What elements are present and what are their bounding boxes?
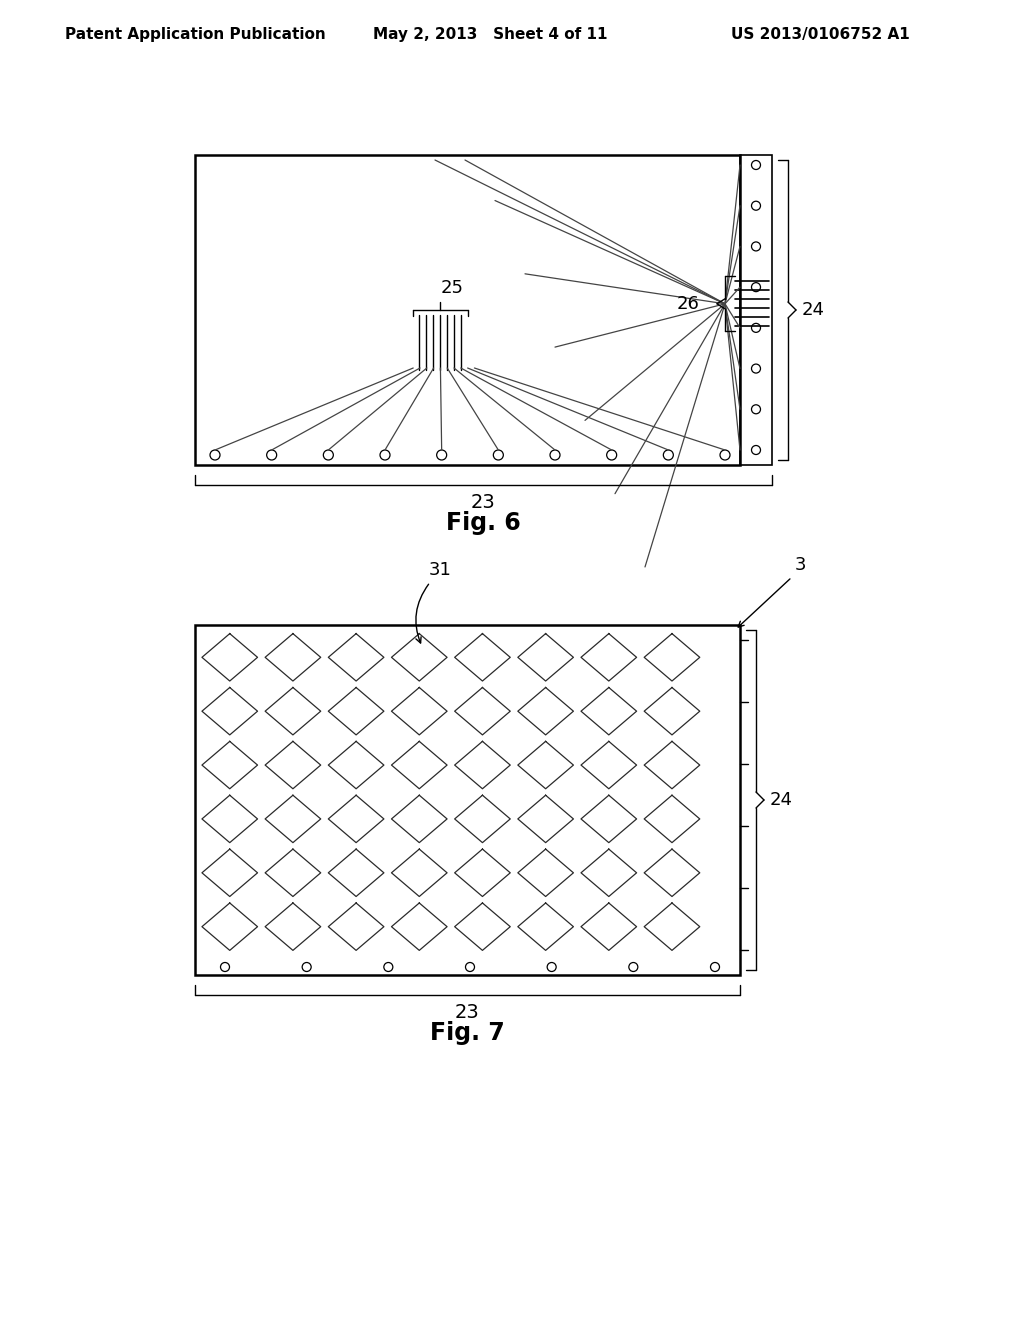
Text: 23: 23 bbox=[455, 1003, 480, 1023]
Text: 3: 3 bbox=[795, 556, 806, 574]
Bar bbox=[740, 154, 772, 465]
Text: 31: 31 bbox=[429, 561, 452, 579]
Bar bbox=[195, 624, 740, 975]
Bar bbox=[195, 154, 740, 465]
Text: 24: 24 bbox=[802, 301, 824, 319]
Text: US 2013/0106752 A1: US 2013/0106752 A1 bbox=[731, 28, 909, 42]
Text: May 2, 2013   Sheet 4 of 11: May 2, 2013 Sheet 4 of 11 bbox=[373, 28, 607, 42]
Text: Fig. 7: Fig. 7 bbox=[430, 1020, 505, 1045]
Text: 24: 24 bbox=[769, 791, 793, 809]
Text: 23: 23 bbox=[471, 494, 496, 512]
Text: Fig. 6: Fig. 6 bbox=[446, 511, 521, 535]
Text: 25: 25 bbox=[440, 279, 464, 297]
Text: 26: 26 bbox=[677, 294, 700, 313]
Text: Patent Application Publication: Patent Application Publication bbox=[65, 28, 326, 42]
